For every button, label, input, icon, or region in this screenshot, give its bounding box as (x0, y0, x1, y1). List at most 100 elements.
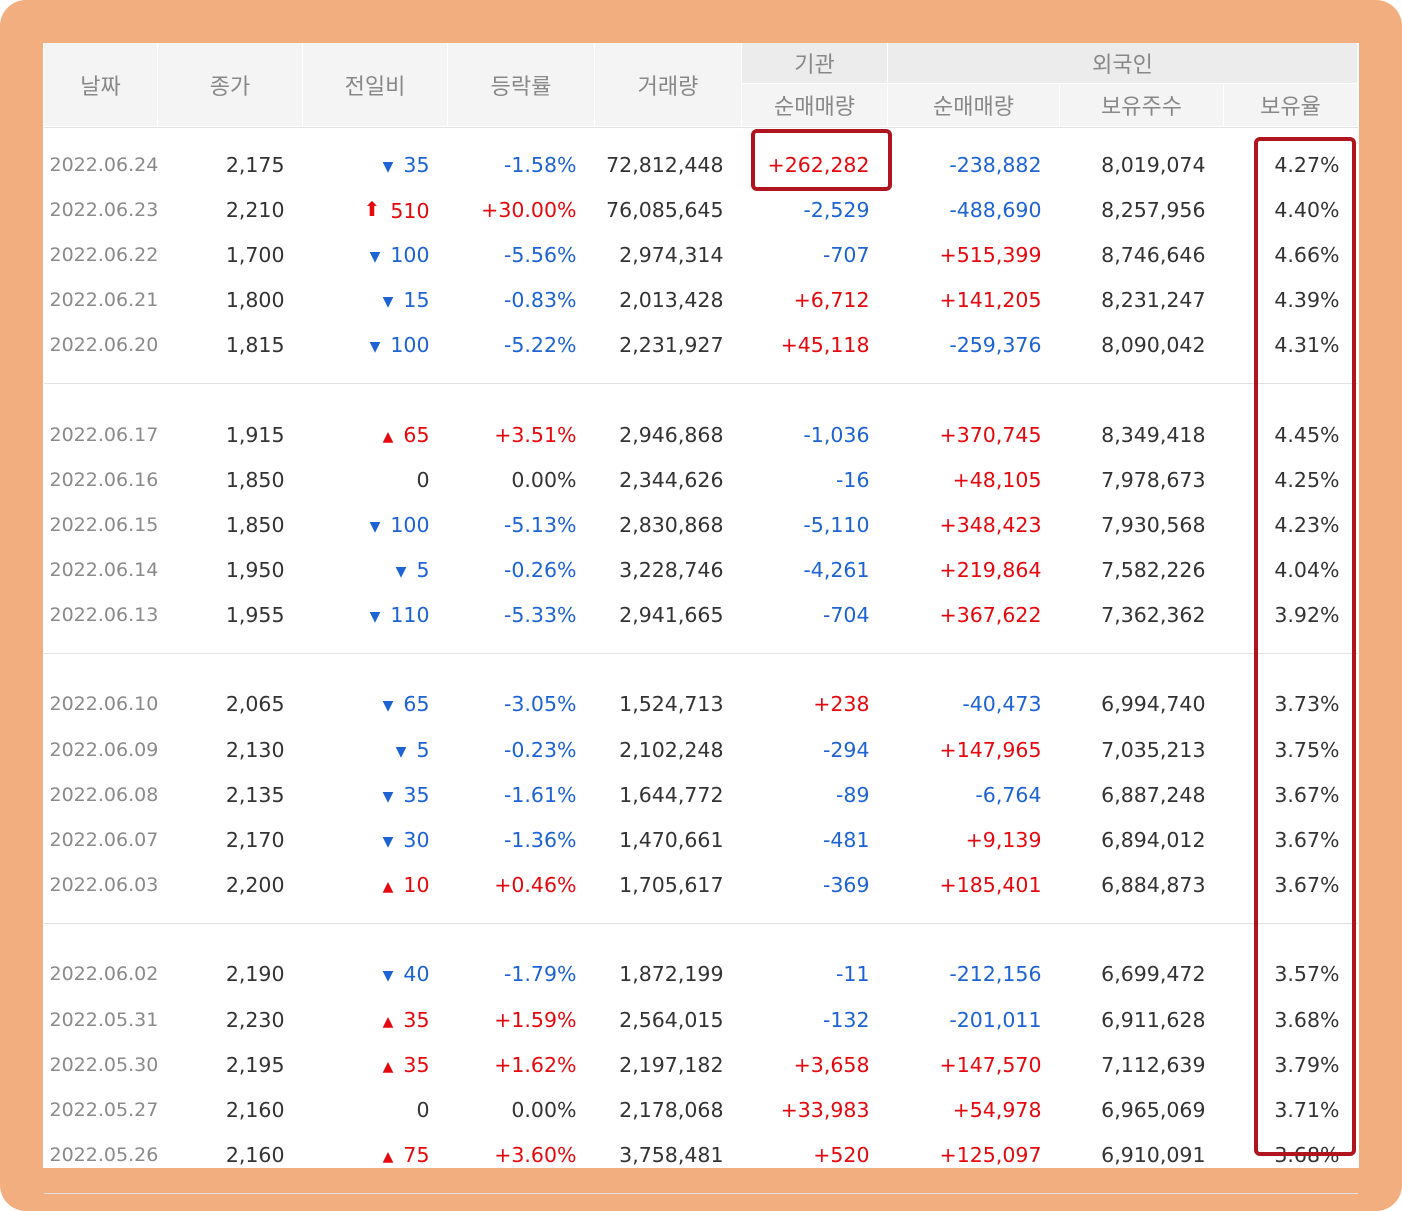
cell-change: ▼ 5 (303, 727, 448, 772)
table-header: 날짜 종가 전일비 등락률 거래량 기관 외국인 순매매량 순매매량 보유주수 … (43, 43, 1358, 126)
up-triangle-icon: ▲ (382, 879, 394, 896)
cell-volume: 72,812,448 (606, 152, 724, 177)
cell-volume: 2,102,248 (619, 737, 724, 762)
down-triangle-icon: ▼ (382, 698, 394, 715)
cell-rate: -5.56% (503, 242, 577, 267)
cell-close: 1,915 (225, 422, 285, 447)
cell-volume: 2,013,428 (619, 288, 724, 313)
cell-foreign-net: -201,011 (949, 1007, 1042, 1032)
cell-rate: -1.61% (503, 782, 577, 807)
cell-foreign-ratio: 3.67% (1274, 782, 1340, 807)
cell-rate: -1.58% (503, 152, 577, 177)
cell-date: 2022.05.27 (49, 1098, 159, 1121)
table-row: 2022.06.22 1,700 ▼ 100 -5.56% 2,974,314 -707 +5… (44, 232, 1358, 277)
cell-foreign-shares: 7,930,568 (1101, 512, 1206, 537)
cell-change: ▼ 100 (303, 323, 448, 368)
cell-close: 2,190 (225, 962, 285, 987)
cell-foreign-ratio: 3.79% (1274, 1052, 1340, 1077)
table-row: 2022.06.24 2,175 ▼ 35 -1.58% 72,812,448 +262,2… (44, 128, 1358, 188)
header-foreign-net: 순매매량 (887, 83, 1060, 126)
cell-rate: -5.13% (503, 512, 577, 537)
cell-foreign-ratio: 4.27% (1274, 152, 1340, 177)
cell-foreign-net: +125,097 (939, 1143, 1042, 1168)
cell-inst-net: +238 (813, 692, 870, 717)
cell-close: 2,175 (225, 152, 285, 177)
cell-close: 2,200 (225, 873, 285, 898)
cell-inst-net: -132 (822, 1007, 870, 1032)
cell-foreign-ratio: 3.75% (1274, 737, 1340, 762)
cell-change: ▼ 40 (303, 938, 448, 997)
cell-foreign-net: +367,622 (939, 603, 1042, 628)
cell-close: 2,130 (225, 737, 285, 762)
down-triangle-icon: ▼ (382, 834, 394, 851)
cell-volume: 1,872,199 (619, 962, 724, 987)
cell-inst-net: -707 (822, 242, 870, 267)
cell-change: ▲ 65 (303, 398, 448, 457)
cell-close: 1,700 (225, 242, 285, 267)
change-value: 510 (390, 198, 430, 223)
cell-date: 2022.06.02 (49, 963, 159, 986)
cell-foreign-net: -212,156 (949, 962, 1042, 987)
cell-date: 2022.06.10 (49, 693, 159, 716)
cell-inst-net: -704 (822, 603, 870, 628)
cell-date: 2022.06.15 (49, 513, 159, 536)
cell-date: 2022.06.23 (49, 198, 159, 221)
header-institution: 기관 (741, 43, 888, 84)
up-triangle-icon: ▲ (382, 1058, 394, 1075)
limit-up-arrow-icon: ⬆ (363, 196, 381, 221)
cell-volume: 2,178,068 (619, 1097, 724, 1122)
cell-rate: +1.62% (494, 1052, 577, 1077)
cell-inst-net: -1,036 (803, 422, 870, 447)
table-body: 2022.06.24 2,175 ▼ 35 -1.58% 72,812,448 +262,2… (43, 126, 1358, 1194)
cell-volume: 1,705,617 (619, 873, 724, 898)
cell-volume: 76,085,645 (606, 197, 724, 222)
cell-inst-net: -481 (822, 828, 870, 853)
daily-trading-table: 날짜 종가 전일비 등락률 거래량 기관 외국인 순매매량 순매매량 보유주수 … (43, 43, 1358, 1194)
cell-rate: -0.23% (503, 737, 577, 762)
cell-foreign-net: +515,399 (939, 242, 1042, 267)
cell-foreign-net: +147,965 (939, 737, 1042, 762)
cell-rate: -1.79% (503, 962, 577, 987)
change-value: 5 (416, 558, 430, 583)
cell-rate: +30.00% (481, 197, 577, 222)
cell-volume: 2,830,868 (619, 512, 724, 537)
change-value: 65 (403, 422, 430, 447)
cell-foreign-shares: 7,362,362 (1101, 603, 1206, 628)
cell-foreign-net: -259,376 (949, 333, 1042, 358)
cell-close: 2,160 (225, 1097, 285, 1122)
cell-date: 2022.06.03 (49, 874, 159, 897)
cell-rate: -0.26% (503, 558, 577, 583)
cell-foreign-ratio: 4.23% (1274, 512, 1340, 537)
down-triangle-icon: ▼ (369, 339, 381, 356)
cell-inst-net: -369 (822, 873, 870, 898)
table-row: 2022.06.17 1,915 ▲ 65 +3.51% 2,946,868 -1,036 +… (44, 398, 1358, 457)
cell-volume: 1,524,713 (619, 692, 724, 717)
cell-date: 2022.05.30 (49, 1053, 159, 1076)
cell-inst-net: -5,110 (803, 512, 870, 537)
cell-rate: -0.83% (503, 288, 577, 313)
cell-close: 2,160 (225, 1143, 285, 1168)
table-row: 2022.06.07 2,170 ▼ 30 -1.36% 1,470,661 -481 +9,… (44, 817, 1358, 862)
cell-foreign-ratio: 4.45% (1274, 422, 1340, 447)
cell-close: 2,170 (225, 828, 285, 853)
cell-foreign-ratio: 4.25% (1274, 467, 1340, 492)
table-row: 2022.05.26 2,160 ▲ 75 +3.60% 3,758,481 +520 +12… (44, 1133, 1358, 1178)
cell-close: 1,955 (225, 603, 285, 628)
cell-change: ▼ 110 (303, 593, 448, 638)
down-triangle-icon: ▼ (369, 609, 381, 626)
cell-rate: +0.46% (494, 873, 577, 898)
cell-change: ▲ 35 (303, 1042, 448, 1087)
change-value: 0 (416, 1097, 430, 1122)
down-triangle-icon: ▼ (382, 294, 394, 311)
change-value: 30 (403, 828, 430, 853)
cell-foreign-ratio: 3.67% (1274, 828, 1340, 853)
down-triangle-icon: ▼ (382, 788, 394, 805)
cell-foreign-shares: 6,910,091 (1101, 1143, 1206, 1168)
cell-date: 2022.06.08 (49, 783, 159, 806)
table-row: 2022.06.15 1,850 ▼ 100 -5.13% 2,830,868 -5,110… (44, 502, 1358, 547)
cell-foreign-ratio: 3.68% (1274, 1007, 1340, 1032)
cell-close: 1,850 (225, 512, 285, 537)
change-value: 35 (403, 1052, 430, 1077)
cell-close: 2,195 (225, 1052, 285, 1077)
